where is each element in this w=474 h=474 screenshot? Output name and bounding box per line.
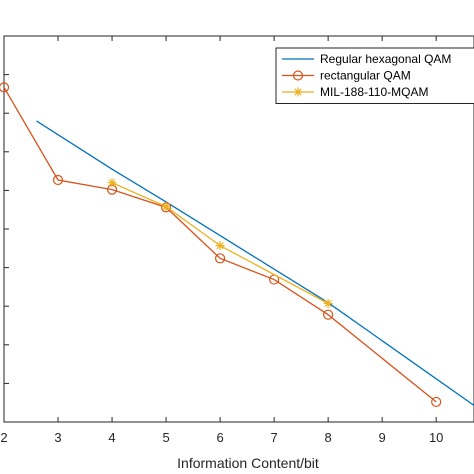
data-point	[323, 309, 334, 320]
x-tick-label: 8	[325, 430, 332, 445]
data-point	[431, 396, 442, 408]
x-tick-label: 6	[216, 430, 223, 445]
series-line	[3, 87, 437, 403]
legend-label: rectangular QAM	[320, 69, 411, 83]
legend: Regular hexagonal QAM rectangular QAM MIL-…	[275, 47, 474, 104]
x-axis-label: Information Content/bit	[177, 455, 319, 471]
legend-label: Regular hexagonal QAM	[320, 52, 451, 66]
x-tick-label: 7	[270, 430, 277, 445]
data-point	[161, 202, 171, 212]
data-point	[107, 178, 117, 188]
chart-series	[0, 82, 474, 408]
data-point	[214, 253, 226, 264]
chart-ticks: 2 3 4 5 6 7 8 9 10	[0, 36, 443, 445]
series-line	[111, 182, 329, 305]
legend-marker	[292, 70, 304, 81]
x-tick-label: 9	[379, 430, 386, 445]
data-point	[215, 241, 225, 251]
data-point	[52, 174, 64, 186]
x-tick-label: 5	[162, 430, 169, 445]
data-point	[0, 82, 10, 93]
x-tick-label: 2	[0, 430, 7, 445]
series-line	[36, 120, 474, 406]
legend-label: MIL-188-110-MQAM	[320, 85, 428, 99]
x-tick-label: 3	[54, 430, 61, 445]
x-tick-label: 4	[108, 430, 115, 445]
data-point	[323, 298, 333, 308]
x-tick-label: 10	[429, 430, 443, 445]
legend-marker	[293, 87, 303, 97]
